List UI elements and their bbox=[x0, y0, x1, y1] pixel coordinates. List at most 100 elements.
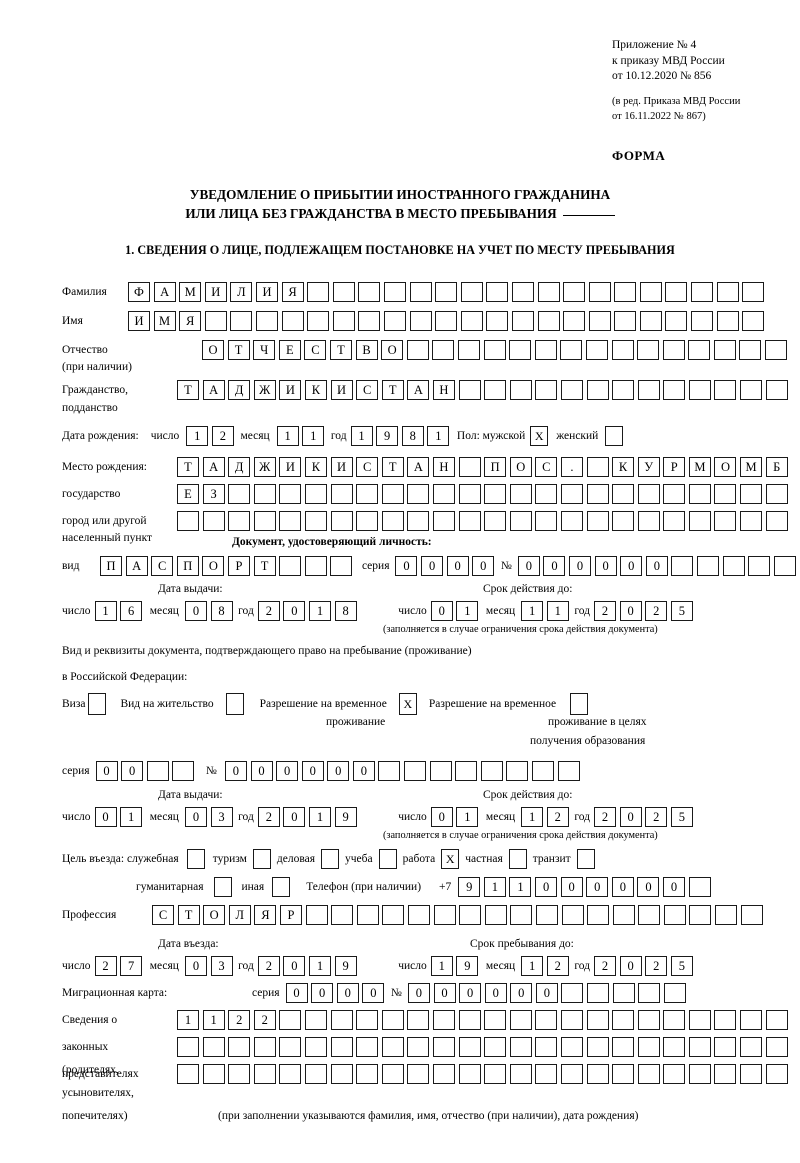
char-box[interactable] bbox=[511, 311, 534, 331]
char-box[interactable]: О bbox=[714, 457, 737, 477]
char-box[interactable]: 8 bbox=[401, 426, 424, 446]
char-box[interactable] bbox=[765, 1037, 788, 1057]
char-box[interactable] bbox=[663, 1064, 686, 1084]
char-box[interactable] bbox=[383, 311, 406, 331]
char-box[interactable] bbox=[587, 905, 610, 925]
char-box[interactable] bbox=[460, 311, 483, 331]
char-box[interactable] bbox=[637, 1010, 660, 1030]
char-box[interactable]: 1 bbox=[186, 426, 209, 446]
char-box[interactable] bbox=[740, 380, 763, 400]
char-box[interactable] bbox=[532, 761, 555, 781]
char-box[interactable] bbox=[480, 761, 503, 781]
char-box[interactable] bbox=[432, 340, 455, 360]
char-box[interactable] bbox=[663, 905, 686, 925]
char-box[interactable] bbox=[662, 340, 685, 360]
char-box[interactable]: 2 bbox=[94, 956, 117, 976]
char-box[interactable] bbox=[484, 1037, 507, 1057]
char-box[interactable] bbox=[435, 311, 458, 331]
char-box[interactable] bbox=[765, 380, 788, 400]
char-box[interactable] bbox=[560, 1037, 583, 1057]
char-box[interactable]: 5 bbox=[670, 601, 693, 621]
char-box[interactable] bbox=[484, 1064, 507, 1084]
char-box[interactable]: 2 bbox=[228, 1010, 251, 1030]
char-box[interactable]: 1 bbox=[483, 877, 506, 897]
char-box[interactable]: 7 bbox=[120, 956, 143, 976]
char-box[interactable]: . bbox=[560, 457, 583, 477]
char-box[interactable]: 1 bbox=[94, 601, 117, 621]
char-box[interactable] bbox=[304, 484, 327, 504]
char-box[interactable]: О bbox=[202, 556, 225, 576]
char-box[interactable]: 0 bbox=[535, 983, 558, 1003]
char-box[interactable] bbox=[714, 1037, 737, 1057]
char-box[interactable] bbox=[356, 1010, 379, 1030]
purpose-private-checkbox[interactable] bbox=[508, 849, 527, 869]
char-box[interactable]: 2 bbox=[645, 601, 668, 621]
char-box[interactable]: 0 bbox=[250, 761, 273, 781]
purpose-transit-checkbox[interactable] bbox=[576, 849, 595, 869]
char-box[interactable]: 0 bbox=[586, 877, 609, 897]
char-box[interactable]: 0 bbox=[433, 983, 456, 1003]
char-box[interactable]: 0 bbox=[336, 983, 359, 1003]
char-box[interactable] bbox=[563, 311, 586, 331]
char-box[interactable]: И bbox=[204, 282, 227, 302]
char-box[interactable] bbox=[534, 340, 557, 360]
char-box[interactable] bbox=[688, 1037, 711, 1057]
char-box[interactable]: 0 bbox=[430, 601, 453, 621]
char-box[interactable] bbox=[177, 1064, 199, 1084]
char-box[interactable] bbox=[740, 1064, 763, 1084]
char-box[interactable]: С bbox=[535, 457, 558, 477]
char-box[interactable] bbox=[588, 311, 611, 331]
char-box[interactable] bbox=[639, 282, 662, 302]
char-box[interactable] bbox=[228, 511, 251, 531]
char-box[interactable]: Ф bbox=[128, 282, 150, 302]
char-box[interactable] bbox=[330, 1037, 353, 1057]
char-box[interactable]: О bbox=[203, 905, 226, 925]
char-box[interactable] bbox=[458, 484, 481, 504]
char-box[interactable] bbox=[612, 1064, 635, 1084]
char-box[interactable]: 1 bbox=[456, 807, 479, 827]
char-box[interactable] bbox=[614, 311, 637, 331]
char-box[interactable] bbox=[509, 511, 532, 531]
char-box[interactable]: 0 bbox=[663, 877, 686, 897]
char-box[interactable]: И bbox=[279, 380, 302, 400]
char-box[interactable] bbox=[172, 761, 195, 781]
char-box[interactable]: 0 bbox=[620, 556, 643, 576]
char-box[interactable]: 0 bbox=[224, 761, 247, 781]
char-box[interactable] bbox=[560, 511, 583, 531]
char-box[interactable]: 9 bbox=[456, 956, 479, 976]
char-box[interactable] bbox=[457, 340, 480, 360]
char-box[interactable]: С bbox=[151, 556, 174, 576]
char-box[interactable]: П bbox=[100, 556, 122, 576]
char-box[interactable] bbox=[409, 282, 432, 302]
char-box[interactable]: Е bbox=[278, 340, 301, 360]
char-box[interactable]: С bbox=[304, 340, 327, 360]
char-box[interactable] bbox=[407, 1037, 430, 1057]
char-box[interactable]: 0 bbox=[121, 761, 144, 781]
char-box[interactable] bbox=[331, 905, 354, 925]
char-box[interactable] bbox=[435, 282, 458, 302]
char-box[interactable] bbox=[304, 1064, 327, 1084]
char-box[interactable] bbox=[432, 1010, 455, 1030]
char-box[interactable]: 0 bbox=[327, 761, 350, 781]
char-box[interactable]: 0 bbox=[301, 761, 324, 781]
char-box[interactable]: С bbox=[356, 457, 379, 477]
char-box[interactable] bbox=[638, 905, 661, 925]
purpose-study-checkbox[interactable] bbox=[378, 849, 397, 869]
char-box[interactable] bbox=[509, 1010, 532, 1030]
char-box[interactable]: Л bbox=[228, 905, 251, 925]
char-box[interactable] bbox=[586, 380, 609, 400]
char-box[interactable] bbox=[304, 511, 327, 531]
char-box[interactable] bbox=[691, 311, 714, 331]
